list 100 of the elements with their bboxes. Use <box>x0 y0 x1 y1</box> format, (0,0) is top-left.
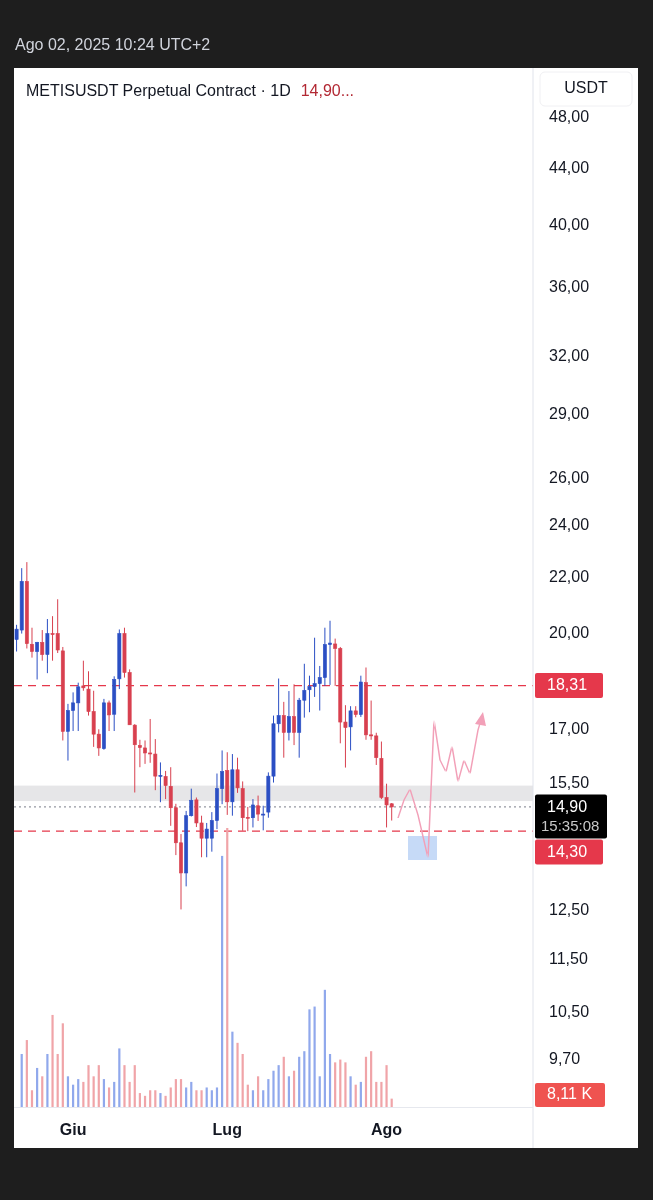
y-tick-label: 29,00 <box>549 404 590 422</box>
y-tick-label: 12,50 <box>549 900 590 918</box>
x-tick-label: Lug <box>212 1121 242 1139</box>
ref-line-label: 14,30 <box>547 842 588 860</box>
bar <box>298 1056 301 1107</box>
bar <box>370 1051 373 1107</box>
bar <box>364 1056 368 1107</box>
bar <box>313 1006 316 1107</box>
bar <box>118 1048 121 1107</box>
ref-line-label: 14,90 <box>547 797 588 815</box>
bar <box>159 1093 162 1107</box>
bar <box>46 1053 49 1107</box>
bar <box>154 1090 157 1107</box>
candlestick <box>251 798 255 828</box>
bar <box>174 1079 177 1107</box>
y-tick-label: 24,00 <box>549 516 590 534</box>
bar <box>375 1081 378 1107</box>
bar <box>169 1087 172 1107</box>
bar <box>195 1090 198 1107</box>
bar <box>318 1076 321 1107</box>
bar <box>308 1009 311 1107</box>
y-tick-label: 48,00 <box>549 108 590 126</box>
bar <box>25 1040 28 1107</box>
bar <box>200 1090 203 1107</box>
bar <box>380 1081 383 1107</box>
candlestick <box>292 683 296 746</box>
bar <box>334 1062 337 1107</box>
bar <box>66 1076 70 1107</box>
candlestick <box>45 618 50 674</box>
bar <box>164 1095 167 1107</box>
bar <box>71 1084 75 1107</box>
bar <box>133 1065 136 1107</box>
bar <box>221 855 224 1107</box>
candlestick <box>261 805 266 831</box>
bar <box>41 1076 44 1107</box>
bar <box>113 1081 116 1107</box>
bar <box>323 989 326 1107</box>
bar <box>30 1090 34 1107</box>
bar <box>226 828 229 1107</box>
bar <box>102 1079 106 1107</box>
candlestick <box>30 627 34 659</box>
y-tick-label: 40,00 <box>549 215 590 233</box>
bar <box>272 1070 275 1107</box>
y-tick-label: 32,00 <box>549 346 590 364</box>
bar <box>236 1042 239 1107</box>
bar <box>303 1051 306 1107</box>
y-tick-label: 15,50 <box>549 773 590 791</box>
bar <box>87 1065 90 1107</box>
bar <box>97 1065 100 1107</box>
candlestick <box>163 770 168 800</box>
bar <box>267 1079 270 1107</box>
text: METISUSDT Perpetual Contract · 1D <box>26 82 291 99</box>
bar <box>20 1053 23 1107</box>
bar <box>123 1065 126 1107</box>
bar <box>262 1090 265 1107</box>
y-tick-label: 11,50 <box>549 949 588 967</box>
bar <box>282 1056 285 1107</box>
bar <box>246 1084 249 1107</box>
bar <box>231 1031 234 1107</box>
y-tick-label: 36,00 <box>549 277 590 295</box>
x-tick-label: Ago <box>370 1121 403 1139</box>
bar <box>241 1053 244 1107</box>
bar <box>277 1065 280 1107</box>
candlestick <box>348 705 353 751</box>
ref-line-label: 18,31 <box>547 676 588 694</box>
bar <box>82 1081 85 1107</box>
candlestick <box>107 700 111 732</box>
y-axis-title: USDT <box>564 79 608 97</box>
candlestick <box>281 701 286 759</box>
bar <box>328 1053 332 1107</box>
y-tick-label: 17,00 <box>549 719 590 737</box>
annotation: 14,90... <box>300 82 355 99</box>
bar <box>292 1070 296 1107</box>
bar <box>344 1062 347 1107</box>
bar <box>149 1090 152 1107</box>
bar <box>256 1076 260 1107</box>
bar <box>359 1081 362 1107</box>
bar <box>61 1023 64 1107</box>
y-tick-label: 9,70 <box>549 1049 581 1067</box>
bar <box>354 1084 357 1107</box>
bar <box>77 1079 80 1107</box>
y-tick-label: 20,00 <box>549 623 590 641</box>
bar <box>185 1087 188 1107</box>
bar <box>385 1065 388 1107</box>
bar <box>138 1093 141 1107</box>
bar <box>56 1053 59 1107</box>
bar <box>51 1014 54 1107</box>
y-tick-label: 22,00 <box>549 567 590 585</box>
bar <box>179 1079 183 1107</box>
candlestick <box>81 660 86 692</box>
candlestick <box>158 761 163 803</box>
text: 15:35:08 <box>541 817 600 835</box>
bar <box>210 1090 213 1107</box>
bar <box>107 1087 111 1107</box>
bar <box>215 1087 219 1107</box>
candlestick <box>256 795 260 822</box>
text: 8,11 K <box>547 1085 593 1103</box>
bar <box>36 1067 39 1107</box>
bar <box>128 1081 131 1107</box>
text: Ago 02, 2025 10:24 UTC+2 <box>15 36 211 53</box>
